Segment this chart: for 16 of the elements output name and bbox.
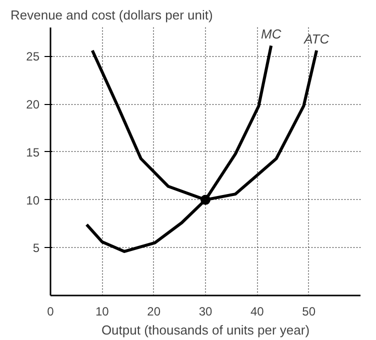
y-tick-label: 25: [26, 50, 40, 64]
x-tick-label: 40: [250, 304, 264, 318]
line-series: [85, 44, 273, 253]
x-tick-label: 0: [47, 304, 54, 318]
series-label: MC: [261, 26, 282, 42]
y-axis-title: Revenue and cost (dollars per unit): [10, 8, 213, 22]
y-tick-label: 20: [26, 98, 40, 112]
x-tick-label: 30: [198, 304, 212, 318]
y-tick-label: 15: [26, 145, 40, 160]
x-axis-title: Output (thousands of units per year): [101, 322, 310, 338]
x-tick-label: 50: [302, 304, 316, 318]
x-tick-label: 10: [95, 304, 110, 318]
x-tick-label: 20: [147, 304, 161, 318]
y-tick-label: 5: [32, 241, 40, 256]
y-tick-label: 10: [26, 193, 40, 208]
series-label: ATC: [303, 31, 330, 46]
